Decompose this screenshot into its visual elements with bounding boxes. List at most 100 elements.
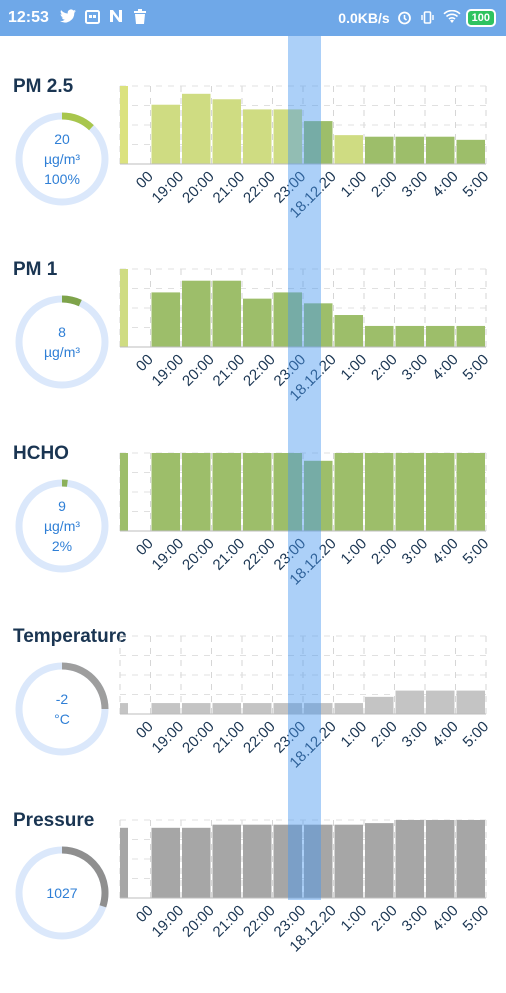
chart-bar[interactable] <box>304 825 333 898</box>
gauge-text: 1027 <box>14 845 110 941</box>
chart-bar[interactable] <box>396 691 425 714</box>
x-tick-label: 1:00 <box>338 351 371 384</box>
x-tick-label: 2:00 <box>368 351 401 384</box>
chart-bar[interactable] <box>152 453 181 531</box>
chart-bar[interactable] <box>304 703 333 714</box>
chart-bar[interactable] <box>152 105 181 164</box>
chart-bar[interactable] <box>335 315 364 347</box>
chart-bar[interactable] <box>182 94 211 164</box>
chart-bar[interactable] <box>120 703 128 714</box>
wifi-icon <box>443 10 459 26</box>
chart-bar[interactable] <box>243 703 272 714</box>
chart-bar[interactable] <box>213 453 242 531</box>
chart-bar[interactable] <box>457 326 486 347</box>
chart-bar[interactable] <box>335 135 364 164</box>
chart-bar[interactable] <box>365 326 394 347</box>
x-tick-label: 3:00 <box>399 168 432 201</box>
net-speed: 0.0KB/s <box>338 10 389 26</box>
chart-bar[interactable] <box>365 453 394 531</box>
chart-bar[interactable] <box>335 453 364 531</box>
gauge-line2: °C <box>54 709 70 729</box>
chart-bar[interactable] <box>396 326 425 347</box>
x-tick-label: 3:00 <box>399 535 432 568</box>
gauge-line1: 1027 <box>46 883 77 903</box>
x-tick-label: 2:00 <box>368 168 401 201</box>
chart-bar[interactable] <box>365 823 394 898</box>
x-tick-label: 1:00 <box>338 718 371 751</box>
gauge-line2: µg/m³ <box>44 149 80 169</box>
x-tick-label: 2:00 <box>368 902 401 935</box>
chart-bar[interactable] <box>152 703 181 714</box>
chart-bar[interactable] <box>274 109 303 164</box>
x-tick-label: 3:00 <box>399 718 432 751</box>
chart-bar[interactable] <box>365 697 394 714</box>
gauge-text: -2°C <box>14 661 110 757</box>
chart-bar[interactable] <box>426 691 455 714</box>
chart-bar[interactable] <box>274 825 303 898</box>
chart-bar[interactable] <box>457 820 486 898</box>
bar-chart[interactable]: 0019:0020:0021:0022:0023:0018.12.201:002… <box>118 449 498 609</box>
status-left-icons <box>60 9 148 25</box>
chart-bar[interactable] <box>120 86 128 164</box>
chart-bar[interactable] <box>182 281 211 347</box>
bar-chart[interactable]: 0019:0020:0021:0022:0023:0018.12.201:002… <box>118 82 498 242</box>
chart-bar[interactable] <box>213 703 242 714</box>
twitter-icon <box>60 9 76 25</box>
chart-bar[interactable] <box>396 137 425 164</box>
chart-bar[interactable] <box>335 703 364 714</box>
x-tick-label: 22:00 <box>240 168 279 207</box>
chart-bar[interactable] <box>335 825 364 898</box>
section-title: Pressure <box>13 810 94 832</box>
chart-bar[interactable] <box>182 453 211 531</box>
x-tick-label: 00 <box>133 351 157 375</box>
chart-bar[interactable] <box>457 691 486 714</box>
chart-bar[interactable] <box>152 828 181 898</box>
chart-bar[interactable] <box>426 137 455 164</box>
gauge-line1: 20 <box>54 129 70 149</box>
chart-bar[interactable] <box>243 825 272 898</box>
x-tick-label: 19:00 <box>149 535 188 574</box>
x-tick-label: 5:00 <box>460 718 493 751</box>
bar-chart[interactable]: 0019:0020:0021:0022:0023:0018.12.201:002… <box>118 632 498 792</box>
chart-bar[interactable] <box>213 825 242 898</box>
chart-bar[interactable] <box>304 303 333 347</box>
chart-bar[interactable] <box>243 453 272 531</box>
trash-icon <box>132 9 148 25</box>
gauge-line2: µg/m³ <box>44 342 80 362</box>
chart-bar[interactable] <box>304 461 333 531</box>
chart-bar[interactable] <box>304 121 333 164</box>
chart-bar[interactable] <box>152 292 181 347</box>
chart-bar[interactable] <box>213 281 242 347</box>
chart-bar[interactable] <box>396 820 425 898</box>
chart-bar[interactable] <box>213 99 242 164</box>
chart-bar[interactable] <box>426 326 455 347</box>
chart-bar[interactable] <box>457 140 486 164</box>
chart-bar[interactable] <box>365 137 394 164</box>
section-title: HCHO <box>13 443 69 465</box>
chart-bar[interactable] <box>182 828 211 898</box>
bar-chart[interactable]: 0019:0020:0021:0022:0023:0018.12.201:002… <box>118 265 498 425</box>
chart-bar[interactable] <box>426 820 455 898</box>
chart-bar[interactable] <box>182 703 211 714</box>
x-tick-label: 1:00 <box>338 168 371 201</box>
x-tick-label: 20:00 <box>179 902 218 941</box>
chart-bar[interactable] <box>274 453 303 531</box>
bar-chart[interactable]: 0019:0020:0021:0022:0023:0018.12.201:002… <box>118 816 498 976</box>
chart-bar[interactable] <box>243 299 272 347</box>
chart-bar[interactable] <box>457 453 486 531</box>
chart-bar[interactable] <box>426 453 455 531</box>
chart-bar[interactable] <box>120 269 128 347</box>
chart-bar[interactable] <box>243 109 272 164</box>
chart-bar[interactable] <box>120 828 128 898</box>
chart-bar[interactable] <box>396 453 425 531</box>
chart-bar[interactable] <box>274 703 303 714</box>
chart-bar[interactable] <box>274 292 303 347</box>
chart-bar[interactable] <box>120 453 128 531</box>
gauge-line1: -2 <box>56 689 68 709</box>
